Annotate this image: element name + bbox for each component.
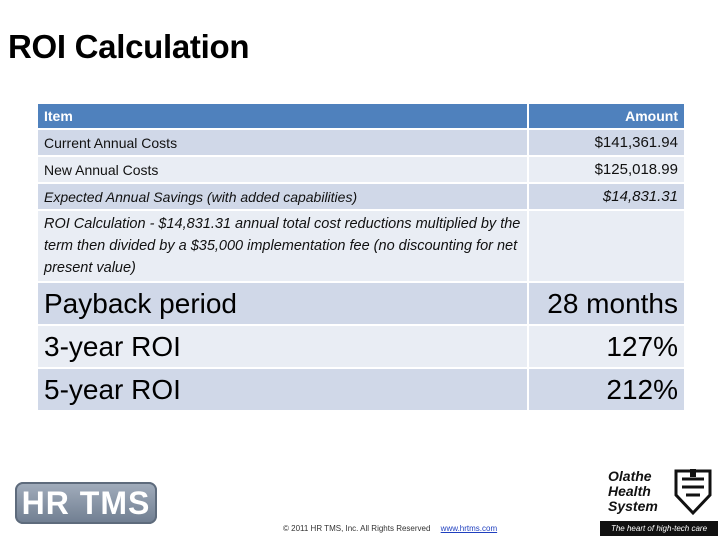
slide-title: ROI Calculation [8,28,250,65]
row-amount: $141,361.94 [527,128,686,157]
table-row: Current Annual Costs $141,361.94 [36,128,686,157]
row-amount: 127% [527,324,686,369]
table-row: 5-year ROI 212% [36,367,686,412]
roi-table: Item Amount Current Annual Costs $141,36… [36,102,686,412]
row-item-label: Current Annual Costs [36,128,529,157]
row-item-label: 5-year ROI [36,367,529,412]
olathe-tagline: The heart of high-tech care [600,521,718,536]
footer: © 2011 HR TMS, Inc. All Rights Reserved … [283,524,497,533]
olathe-logo-name: Olathe Health System [608,468,658,514]
table-row: Expected Annual Savings (with added capa… [36,182,686,211]
row-item-label: New Annual Costs [36,155,529,184]
olathe-emblem-icon [674,469,712,516]
row-amount: $125,018.99 [527,155,686,184]
hr-tms-logo: HR TMS [15,482,157,524]
row-amount [527,209,686,283]
footer-website-link[interactable]: www.hrtms.com [440,524,498,533]
table-row: 3-year ROI 127% [36,324,686,369]
column-header-item: Item [36,102,529,130]
table-row: Payback period 28 months [36,281,686,326]
row-item-label: Payback period [36,281,529,326]
row-item-label: Expected Annual Savings (with added capa… [36,182,529,211]
row-item-label: 3-year ROI [36,324,529,369]
row-amount: $14,831.31 [527,182,686,211]
table-row: ROI Calculation - $14,831.31 annual tota… [36,209,686,283]
column-header-amount: Amount [527,102,686,130]
table-header-row: Item Amount [36,102,686,130]
row-item-label: ROI Calculation - $14,831.31 annual tota… [36,209,529,283]
row-amount: 212% [527,367,686,412]
footer-copyright: © 2011 HR TMS, Inc. All Rights Reserved [283,524,431,533]
table-row: New Annual Costs $125,018.99 [36,155,686,184]
olathe-health-system-logo: Olathe Health System The heart of high-t… [600,463,718,540]
row-amount: 28 months [527,281,686,326]
